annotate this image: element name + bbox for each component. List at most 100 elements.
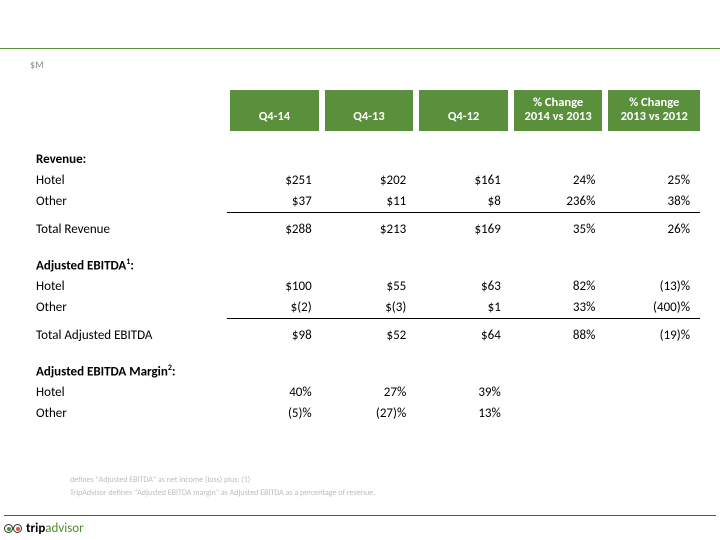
cell: $8 [416,191,511,213]
cell: $(3) [322,297,417,319]
cell [605,149,700,170]
cell: 38% [605,191,700,213]
cell: (19)% [605,325,700,346]
cell [511,254,606,276]
logo-text-trip: trip [26,521,45,536]
column-header-line1: % Change [612,96,696,110]
row-label: Hotel [36,276,227,297]
footnote-1: defines "Adjusted EBITDA" as net income … [70,474,375,487]
tripadvisor-logo: tripadvisor [4,521,84,536]
total-row: Total Revenue$288$213$16935%26% [36,219,700,240]
financial-table-container: Q4-14Q4-13Q4-12% Change2014 vs 2013% Cha… [36,90,700,424]
cell: 39% [416,382,511,403]
data-row: Hotel$251$202$16124%25% [36,170,700,191]
cell: (5)% [227,403,322,424]
section-header-row: Adjusted EBITDA1: [36,254,700,276]
column-header-line2: Q4-13 [329,110,410,124]
column-header: % Change2013 vs 2012 [605,90,700,131]
cell: $213 [322,219,417,240]
cell: 33% [511,297,606,319]
cell [511,403,606,424]
cell: $161 [416,170,511,191]
section-header-row: Revenue: [36,149,700,170]
row-label: Other [36,191,227,213]
cell: 88% [511,325,606,346]
cell: $11 [322,191,417,213]
cell [416,254,511,276]
column-header-line1: % Change [518,96,599,110]
cell: $63 [416,276,511,297]
cell [605,382,700,403]
footer-rule [4,515,716,516]
owl-icon [4,524,22,533]
row-label: Total Adjusted EBITDA [36,325,227,346]
cell: $251 [227,170,322,191]
cell: $55 [322,276,417,297]
data-row: Hotel$100$55$6382%(13)% [36,276,700,297]
cell: 24% [511,170,606,191]
section-title: Adjusted EBITDA Margin2: [36,360,227,382]
column-header-line2: 2013 vs 2012 [612,110,696,124]
data-row: Other$(2)$(3)$133%(400)% [36,297,700,319]
cell: 40% [227,382,322,403]
cell [511,382,606,403]
footnote-2: TripAdvisor defines "Adjusted EBITDA mar… [70,487,375,500]
financial-table: Q4-14Q4-13Q4-12% Change2014 vs 2013% Cha… [36,90,700,424]
cell: 26% [605,219,700,240]
column-header: Q4-12 [416,90,511,131]
data-row: Hotel40%27%39% [36,382,700,403]
footnotes: defines "Adjusted EBITDA" as net income … [70,474,375,500]
section-title: Revenue: [36,149,227,170]
cell: (13)% [605,276,700,297]
cell: $100 [227,276,322,297]
slide: $M Q4-14Q4-13Q4-12% Change2014 vs 2013% … [0,0,720,540]
cell: 25% [605,170,700,191]
cell [605,254,700,276]
cell: 35% [511,219,606,240]
cell: $1 [416,297,511,319]
cell [322,360,417,382]
cell [416,360,511,382]
logo-text-advisor: advisor [45,521,83,536]
column-header-line2: Q4-14 [234,110,315,124]
data-row: Other$37$11$8236%38% [36,191,700,213]
cell: 236% [511,191,606,213]
cell: 13% [416,403,511,424]
cell [605,360,700,382]
cell: 27% [322,382,417,403]
column-header-line2: 2014 vs 2013 [518,110,599,124]
cell [416,149,511,170]
cell [227,254,322,276]
cell: $(2) [227,297,322,319]
cell [322,254,417,276]
section-header-row: Adjusted EBITDA Margin2: [36,360,700,382]
data-row: Other(5)%(27)%13% [36,403,700,424]
header-empty [36,90,227,131]
column-header: Q4-14 [227,90,322,131]
cell [227,149,322,170]
column-header: Q4-13 [322,90,417,131]
cell [605,403,700,424]
cell: (400)% [605,297,700,319]
row-label: Other [36,297,227,319]
row-label: Other [36,403,227,424]
cell: $52 [322,325,417,346]
cell [227,360,322,382]
cell: $202 [322,170,417,191]
unit-label: $M [30,58,44,71]
cell: $64 [416,325,511,346]
cell [511,360,606,382]
cell: $98 [227,325,322,346]
section-title: Adjusted EBITDA1: [36,254,227,276]
top-rule [0,48,720,49]
cell: 82% [511,276,606,297]
row-label: Hotel [36,170,227,191]
column-header: % Change2014 vs 2013 [511,90,606,131]
row-label: Total Revenue [36,219,227,240]
cell: $169 [416,219,511,240]
cell: $288 [227,219,322,240]
cell: (27)% [322,403,417,424]
row-label: Hotel [36,382,227,403]
cell [511,149,606,170]
cell [322,149,417,170]
